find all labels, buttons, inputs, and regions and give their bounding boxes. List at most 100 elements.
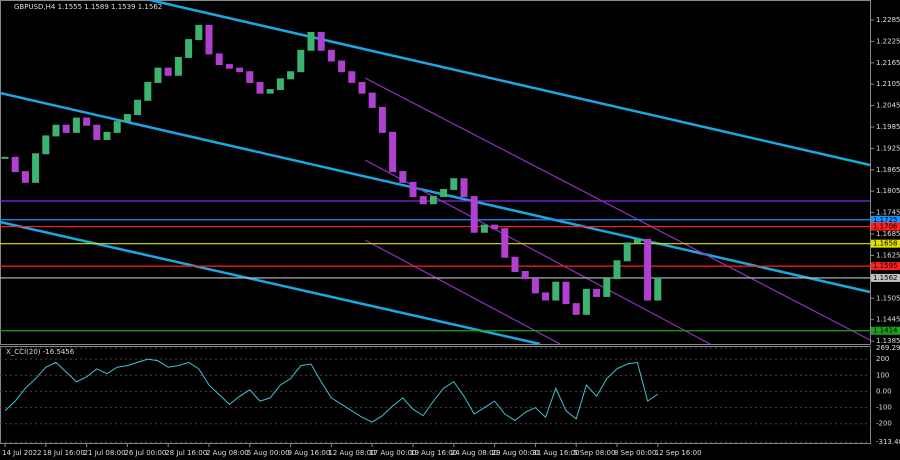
y-tick-label: 1.2045 xyxy=(876,102,900,110)
candle xyxy=(225,64,233,69)
candle xyxy=(174,56,182,76)
channel-line xyxy=(0,91,871,294)
x-tick-label: 21 Jul 08:00 xyxy=(84,449,126,457)
candle xyxy=(134,99,142,116)
trend-lines xyxy=(0,0,871,346)
candle xyxy=(419,196,427,205)
candle xyxy=(195,24,203,41)
x-tick-label: 24 Aug 08:00 xyxy=(451,449,498,457)
candle xyxy=(644,238,652,301)
candle xyxy=(623,242,631,262)
candle xyxy=(266,89,274,94)
level-tag xyxy=(871,262,900,271)
candle xyxy=(542,292,550,301)
y-tick-label: 1.1745 xyxy=(876,209,900,217)
candle xyxy=(501,228,509,258)
candle xyxy=(317,31,325,51)
candle xyxy=(215,53,223,66)
y-tick-label: 1.1805 xyxy=(876,187,900,195)
level-label: 1.1658 xyxy=(873,240,898,248)
chart-title: GBPUSD,H4 1.1555 1.1589 1.1539 1.1562 xyxy=(14,3,162,11)
price-pane xyxy=(0,0,871,345)
y-tick-label: 100 xyxy=(876,371,889,379)
candle xyxy=(52,124,60,137)
cci-line xyxy=(4,358,659,423)
level-label: 1.1414 xyxy=(873,327,898,335)
candle xyxy=(205,24,213,55)
candle xyxy=(429,196,437,205)
y-tick-label: 1.1925 xyxy=(876,144,900,152)
channel-line xyxy=(364,159,711,345)
candle xyxy=(348,71,356,83)
candle xyxy=(83,117,91,126)
candle xyxy=(654,277,662,301)
candle xyxy=(32,153,40,183)
y-tick-label: -313.4802 xyxy=(876,438,900,446)
candle xyxy=(409,181,417,198)
candle xyxy=(62,124,70,133)
candle xyxy=(470,196,478,233)
y-tick-label: 1.1625 xyxy=(876,251,900,259)
candle xyxy=(93,124,101,141)
candle xyxy=(246,71,254,83)
candle xyxy=(256,81,264,94)
x-tick-label: 12 Sep 16:00 xyxy=(655,449,702,457)
y-tick-label: 1.2225 xyxy=(876,37,900,45)
candle xyxy=(103,131,111,141)
candle xyxy=(1,156,9,159)
x-tick-label: 26 Jul 00:00 xyxy=(124,449,166,457)
candle xyxy=(572,303,580,315)
candle xyxy=(42,135,50,155)
candle xyxy=(297,49,305,73)
candle xyxy=(521,271,529,280)
y-tick-label: 1.1685 xyxy=(876,230,900,238)
level-label: 1.1595 xyxy=(873,262,898,270)
y-tick-label: 1.2165 xyxy=(876,59,900,67)
x-tick-label: 12 Aug 08:00 xyxy=(328,449,375,457)
candle xyxy=(399,171,407,183)
candle xyxy=(276,78,284,91)
y-tick-label: 1.1505 xyxy=(876,294,900,302)
candle xyxy=(460,178,468,198)
channel-line xyxy=(364,77,871,341)
level-label: 1.1562 xyxy=(873,274,898,282)
x-tick-label: 29 Aug 00:00 xyxy=(492,449,539,457)
y-tick-label: 269.2933 xyxy=(876,344,900,352)
x-tick-label: 31 Aug 16:00 xyxy=(532,449,579,457)
level-label: 1.1706 xyxy=(873,223,898,231)
candle xyxy=(378,106,386,133)
candle xyxy=(531,278,539,294)
candle xyxy=(287,71,295,80)
x-tick-label: 28 Jul 16:00 xyxy=(165,449,207,457)
y-tick-label: 1.2105 xyxy=(876,80,900,88)
level-tag xyxy=(871,239,900,248)
candle xyxy=(307,31,315,51)
y-tick-label: 1.1385 xyxy=(876,337,900,345)
candle xyxy=(368,92,376,108)
channel-line xyxy=(364,239,561,345)
candle xyxy=(113,121,121,133)
candle xyxy=(154,67,162,83)
indicator-title: X_CCI(20) -16.5456 xyxy=(6,348,75,356)
candle xyxy=(123,114,131,123)
candle xyxy=(144,81,152,101)
candle xyxy=(72,117,80,133)
candle xyxy=(552,281,560,301)
candle xyxy=(164,67,172,76)
candle xyxy=(480,224,488,233)
channel-line xyxy=(0,220,541,346)
candle xyxy=(511,256,519,273)
level-tag xyxy=(871,215,900,224)
x-tick-label: 8 Sep 00:00 xyxy=(614,449,656,457)
candle xyxy=(327,49,335,62)
y-tick-label: 1.1985 xyxy=(876,123,900,131)
candle xyxy=(613,260,621,280)
x-tick-label: 5 Sep 08:00 xyxy=(573,449,615,457)
y-tick-label: 1.1865 xyxy=(876,166,900,174)
candle xyxy=(440,188,448,198)
y-tick-label: 1.2285 xyxy=(876,16,900,24)
candle xyxy=(11,156,19,173)
